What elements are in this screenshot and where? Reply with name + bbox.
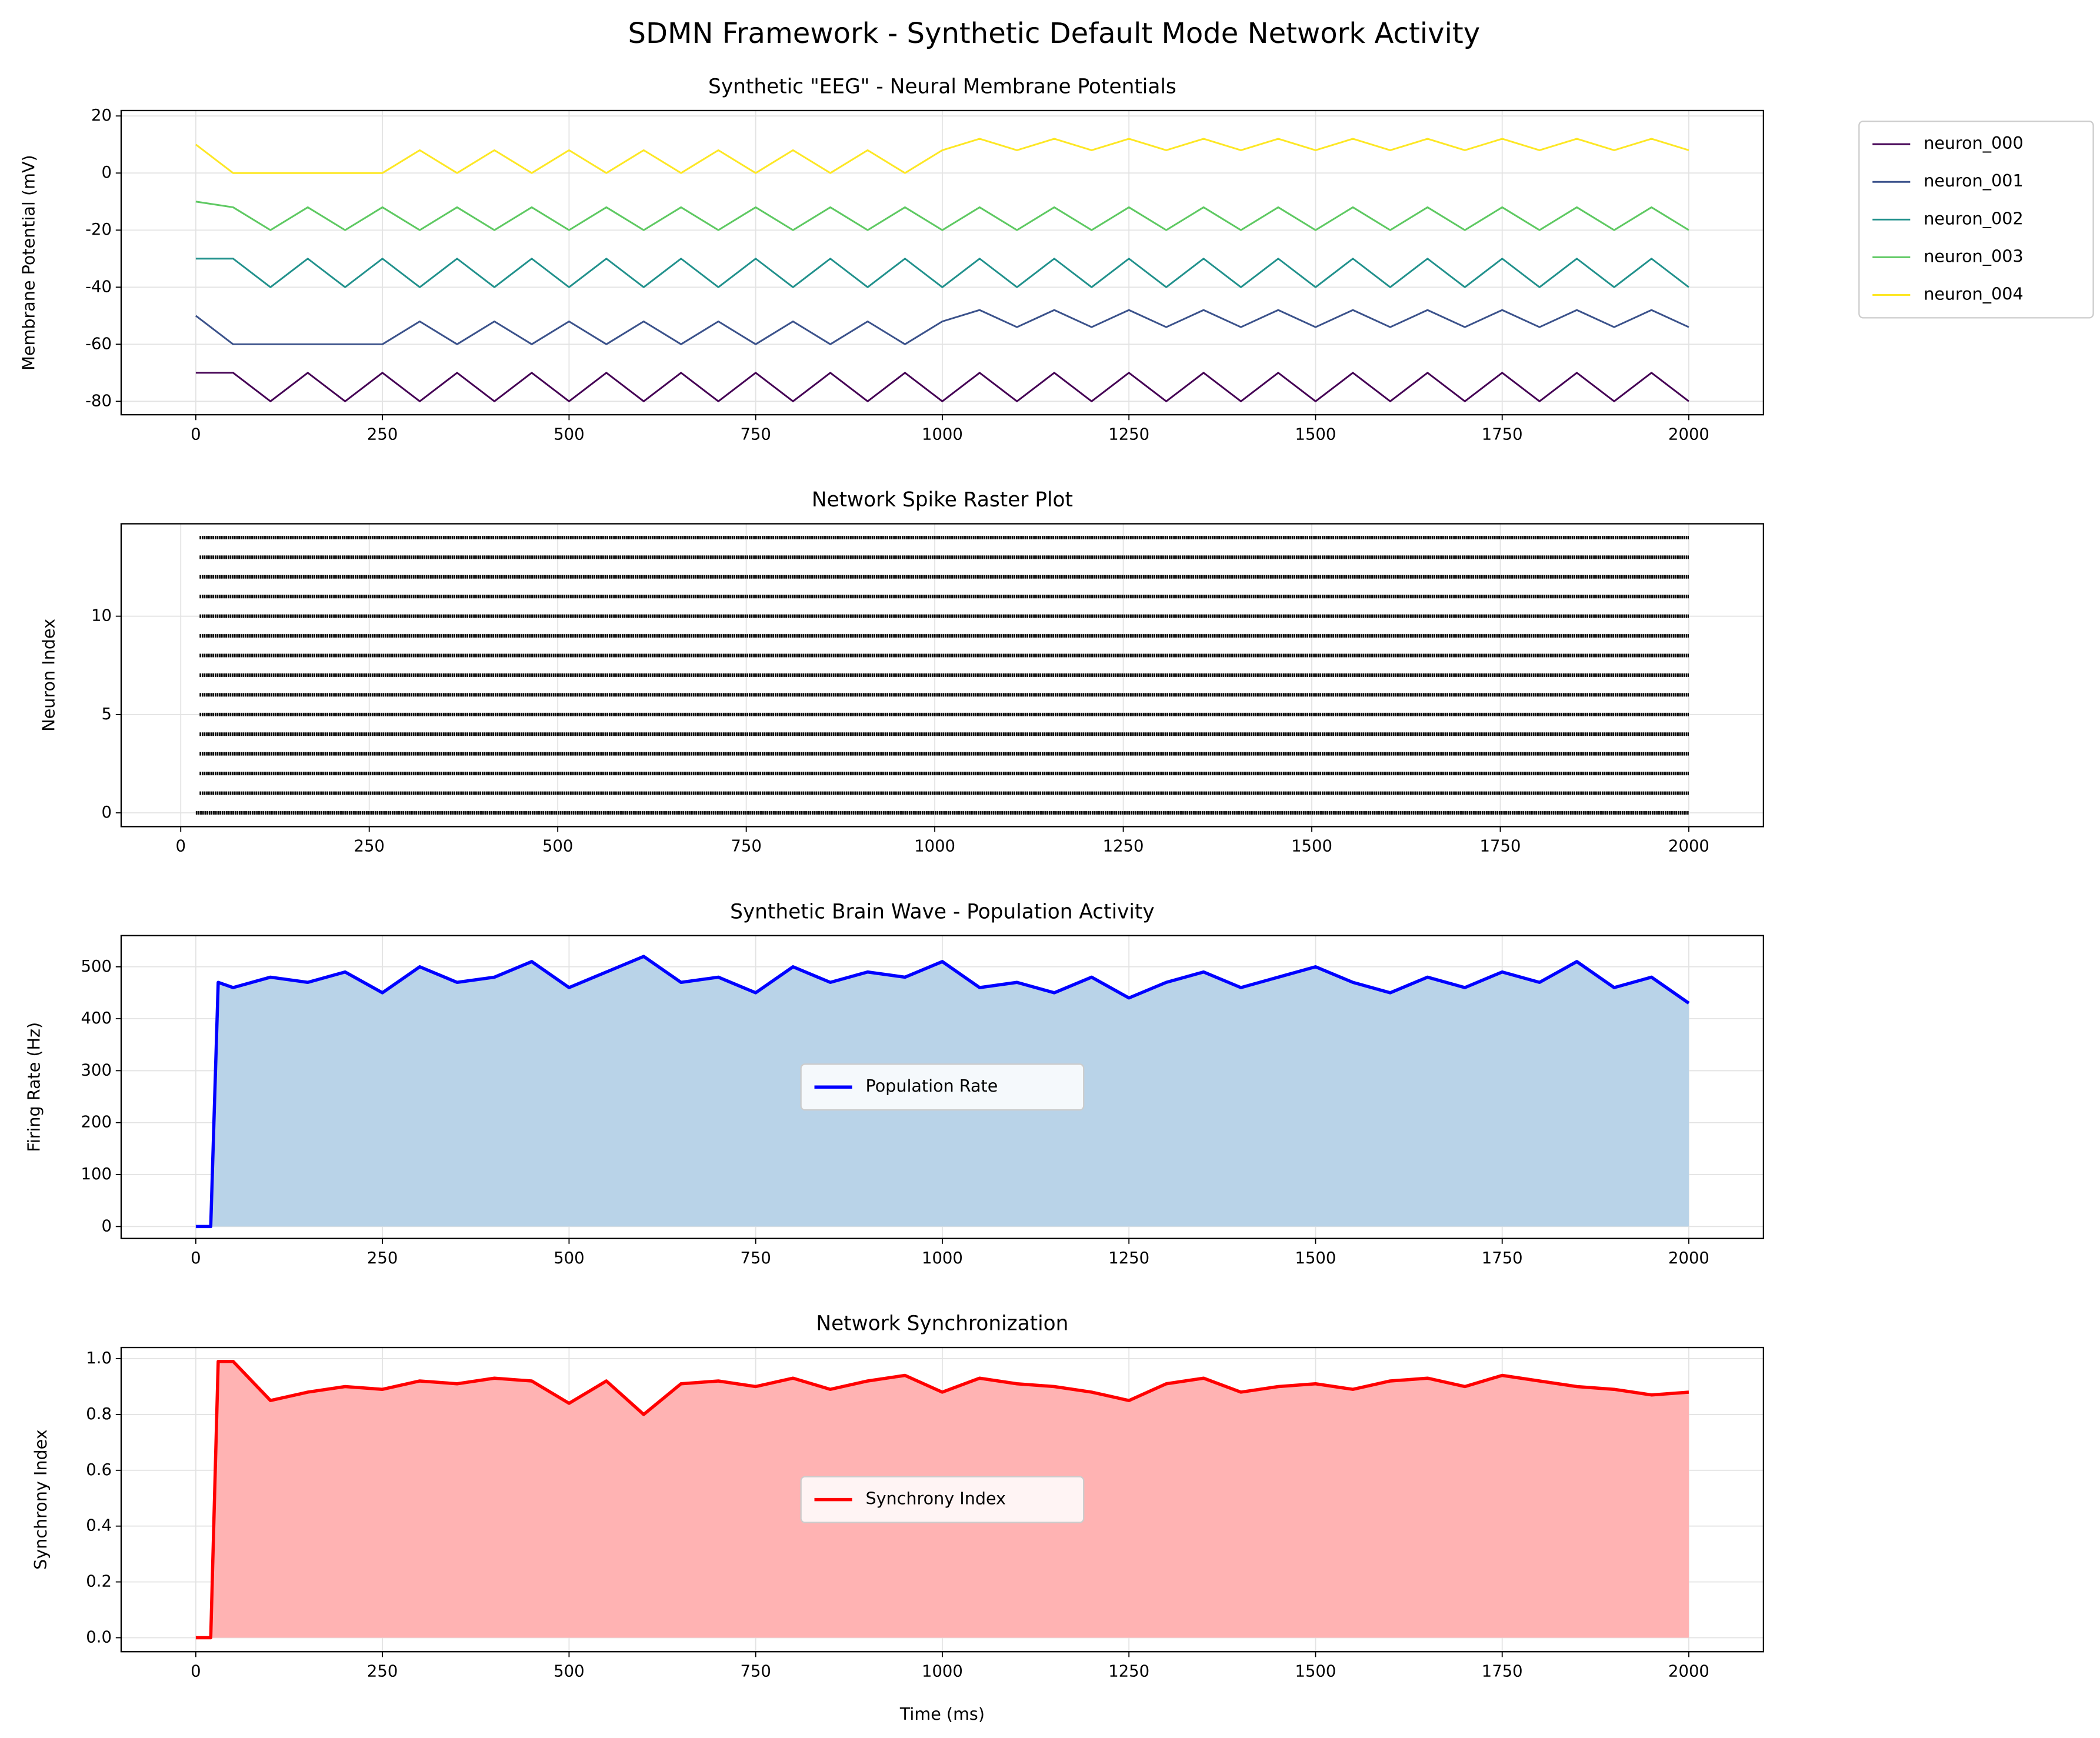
x-tick-label: 500 <box>542 838 573 856</box>
x-tick-label: 2000 <box>1668 425 1709 443</box>
subplot-title: Synthetic Brain Wave - Population Activi… <box>730 900 1155 923</box>
x-tick-label: 1250 <box>1103 838 1144 856</box>
line-series <box>195 372 1689 402</box>
x-tick-label: 750 <box>740 1249 771 1267</box>
subplot-title: Synthetic "EEG" - Neural Membrane Potent… <box>708 75 1176 99</box>
x-tick-label: 250 <box>354 838 384 856</box>
x-tick-label: 250 <box>367 1249 398 1267</box>
y-tick-label: 400 <box>81 1009 112 1028</box>
y-tick-label: 100 <box>81 1165 112 1183</box>
plot-frame <box>120 109 1765 416</box>
y-tick-label: 0.8 <box>86 1405 112 1423</box>
x-tick-label: 750 <box>731 838 761 856</box>
x-tick-label: 1000 <box>922 1663 963 1681</box>
x-tick-label: 1250 <box>1108 1249 1149 1267</box>
legend-label: Synchrony Index <box>865 1489 1006 1509</box>
y-tick-label: 200 <box>81 1113 112 1132</box>
x-tick-label: 1500 <box>1295 1249 1336 1267</box>
y-tick-label: 0.6 <box>86 1461 112 1479</box>
legend-label: Population Rate <box>865 1076 998 1096</box>
legend-label: neuron_002 <box>1924 208 2023 228</box>
line-series <box>195 1360 1689 1640</box>
x-tick-label: 1000 <box>922 1249 963 1267</box>
x-tick-label: 750 <box>740 1663 771 1681</box>
line-series <box>195 258 1689 288</box>
y-tick-label: -40 <box>85 278 112 296</box>
subplot: 0 250 500 750 1000 1250 1500 1750 2000 0.0 0.2 0.4 0… <box>31 1312 1765 1724</box>
subplot: 0 250 500 750 1000 1250 1500 1750 2000 0 100 200 300… <box>24 900 1765 1267</box>
y-tick-label: 300 <box>81 1061 112 1079</box>
x-tick-label: 1750 <box>1480 838 1521 856</box>
figure-title: SDMN Framework - Synthetic Default Mode … <box>628 17 1481 50</box>
line-series <box>195 309 1689 345</box>
x-tick-label: 2000 <box>1668 1663 1709 1681</box>
x-tick-label: 1500 <box>1295 1663 1336 1681</box>
x-tick-label: 0 <box>191 1663 201 1681</box>
subplot: 0 250 500 750 1000 1250 1500 1750 2000 0 5 10 Networ… <box>39 488 1765 856</box>
y-tick-label: 10 <box>91 607 112 625</box>
x-tick-label: 250 <box>367 1663 398 1681</box>
y-tick-label: 0 <box>101 803 111 822</box>
y-tick-label: 1.0 <box>86 1349 112 1367</box>
plot-frame <box>120 935 1765 1239</box>
x-tick-label: 2000 <box>1668 1249 1709 1267</box>
y-tick-label: 0.2 <box>86 1573 112 1591</box>
subplot-title: Network Synchronization <box>816 1312 1068 1336</box>
line-series <box>195 201 1689 231</box>
legend-label: neuron_003 <box>1924 246 2023 266</box>
y-tick-label: 0 <box>101 1217 111 1235</box>
x-tick-label: 1250 <box>1108 425 1149 443</box>
y-tick-label: 0.0 <box>86 1629 112 1647</box>
x-tick-label: 2000 <box>1668 838 1709 856</box>
x-tick-label: 0 <box>191 1249 201 1267</box>
y-tick-label: 5 <box>101 705 111 723</box>
y-tick-label: -60 <box>85 335 112 353</box>
x-tick-label: 1750 <box>1482 1663 1523 1681</box>
y-axis-label: Neuron Index <box>39 619 59 732</box>
y-tick-label: 20 <box>91 106 112 125</box>
x-tick-label: 500 <box>554 1663 584 1681</box>
plot-frame <box>120 523 1765 828</box>
legend-label: neuron_004 <box>1924 283 2023 303</box>
y-tick-label: -80 <box>85 392 112 410</box>
subplot-title: Network Spike Raster Plot <box>812 488 1073 512</box>
plot-frame <box>120 1346 1765 1653</box>
subplot: 0 250 500 750 1000 1250 1500 1750 2000 -80 -60 -40 -… <box>18 75 2094 443</box>
x-tick-label: 250 <box>367 425 398 443</box>
x-tick-label: 1500 <box>1291 838 1332 856</box>
line-series <box>195 138 1689 174</box>
x-tick-label: 500 <box>554 1249 584 1267</box>
x-axis-label: Time (ms) <box>899 1704 985 1724</box>
x-tick-label: 750 <box>740 425 771 443</box>
y-tick-label: 0.4 <box>86 1517 112 1535</box>
x-tick-label: 1000 <box>922 425 963 443</box>
legend-label: neuron_001 <box>1924 171 2023 191</box>
x-tick-label: 1500 <box>1295 425 1336 443</box>
legend-box <box>1858 121 2094 319</box>
x-tick-label: 0 <box>191 425 201 443</box>
legend-box <box>800 1063 1085 1111</box>
y-axis-label: Membrane Potential (mV) <box>18 155 38 370</box>
y-axis-label: Synchrony Index <box>31 1429 51 1570</box>
y-tick-label: 0 <box>101 164 111 182</box>
y-tick-label: -20 <box>85 221 112 239</box>
line-series <box>195 955 1690 1229</box>
x-tick-label: 0 <box>175 838 185 856</box>
x-tick-label: 1750 <box>1482 425 1523 443</box>
x-tick-label: 1750 <box>1482 1249 1523 1267</box>
x-tick-label: 500 <box>554 425 584 443</box>
legend-label: neuron_000 <box>1924 133 2023 153</box>
y-tick-label: 500 <box>81 958 112 976</box>
x-tick-label: 1000 <box>914 838 955 856</box>
y-axis-label: Firing Rate (Hz) <box>24 1022 44 1152</box>
x-tick-label: 1250 <box>1108 1663 1149 1681</box>
legend-box <box>800 1476 1085 1523</box>
